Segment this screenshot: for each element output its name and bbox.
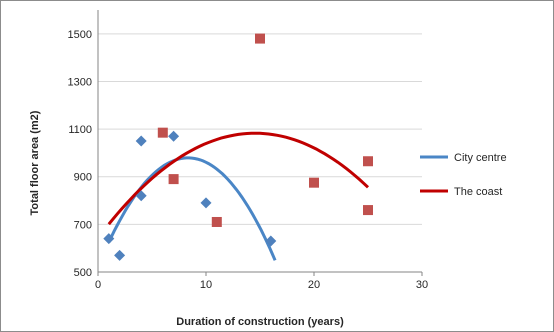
x-axis-title: Duration of construction (years)	[176, 316, 344, 328]
data-point-city-centre-3	[135, 190, 147, 202]
data-point-the-coast-5	[363, 156, 373, 167]
y-tick-label-1100: 1100	[68, 124, 92, 136]
data-point-city-centre-4	[168, 130, 180, 142]
data-point-the-coast-6	[363, 205, 373, 216]
axes	[97, 10, 423, 276]
y-tick-label-1500: 1500	[68, 29, 92, 41]
y-tick-label-700: 700	[74, 219, 92, 231]
trendline-the-coast	[107, 131, 370, 226]
x-tick-label-20: 20	[308, 279, 320, 291]
y-tick-label-500: 500	[74, 267, 92, 279]
data-point-city-centre-5	[200, 197, 212, 209]
data-point-city-centre-6	[265, 235, 277, 247]
data-point-the-coast-4	[309, 177, 319, 188]
x-tick-label-0: 0	[95, 279, 101, 291]
y-tick-labels: 500 700 900 1100 1300 1500	[68, 29, 92, 279]
data-point-city-centre-0	[103, 233, 115, 245]
data-point-the-coast-2	[211, 216, 222, 227]
y-tick-label-1300: 1300	[68, 76, 92, 88]
data-point-the-coast-3	[255, 33, 265, 44]
trendlines	[107, 131, 370, 261]
trendline-city-centre	[107, 156, 277, 261]
data-point-city-centre-1	[114, 249, 126, 261]
x-tick-label-30: 30	[416, 279, 428, 291]
x-tick-label-10: 10	[200, 279, 212, 291]
legend-label-city-centre: City centre	[454, 152, 507, 164]
legend-label-the-coast: The coast	[454, 186, 502, 198]
data-point-the-coast-1	[168, 174, 179, 185]
y-axis-title: Total floor area (m2)	[29, 110, 41, 215]
legend: City centre The coast	[420, 152, 507, 198]
data-point-city-centre-2	[135, 135, 147, 147]
y-tick-label-900: 900	[74, 172, 92, 184]
x-tick-labels: 0 10 20 30	[95, 279, 428, 291]
data-points	[103, 33, 373, 261]
data-point-the-coast-0	[157, 127, 168, 138]
